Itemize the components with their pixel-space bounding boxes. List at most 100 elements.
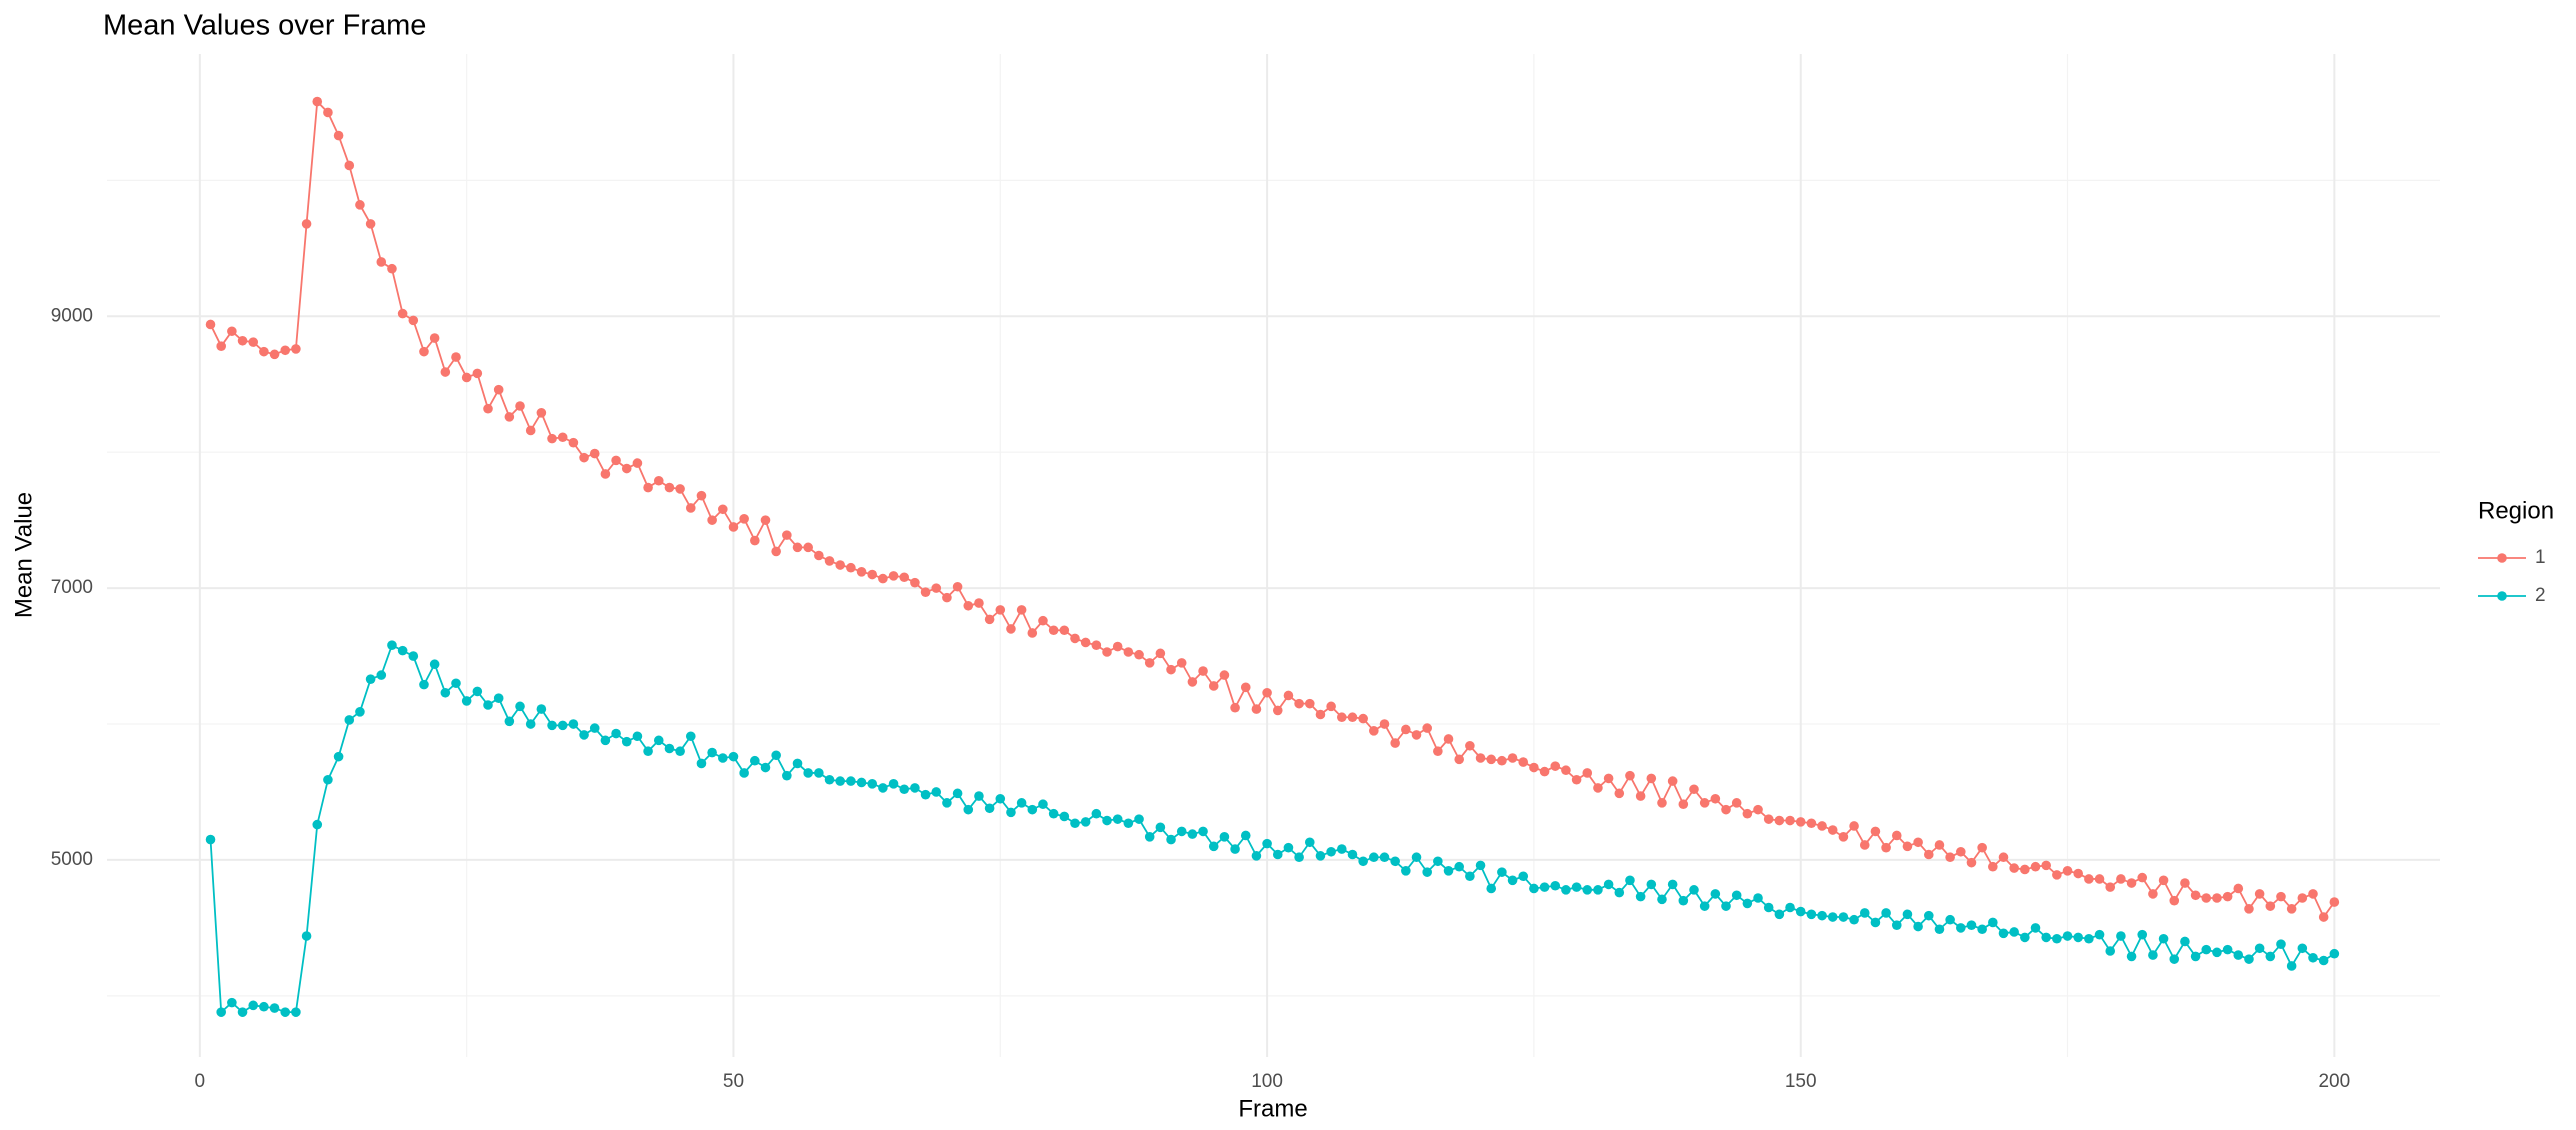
data-point	[301, 219, 312, 229]
data-point	[1721, 804, 1731, 815]
data-point	[1283, 690, 1294, 701]
data-point	[1667, 879, 1678, 890]
data-point	[1497, 867, 1507, 877]
data-point	[1593, 783, 1603, 793]
data-point	[1539, 766, 1550, 777]
data-point	[1198, 666, 1208, 676]
plot	[205, 96, 2340, 1017]
data-point	[1112, 814, 1123, 824]
data-point	[1806, 818, 1817, 829]
data-point	[621, 463, 632, 474]
data-point	[739, 514, 749, 524]
data-point	[1625, 875, 1635, 886]
data-point	[1304, 698, 1315, 709]
data-point	[1465, 740, 1475, 751]
data-point	[728, 751, 739, 762]
data-point	[1817, 821, 1827, 831]
data-point	[205, 834, 216, 845]
data-point	[2009, 863, 2019, 873]
data-point	[1134, 814, 1144, 824]
data-point	[1379, 852, 1390, 863]
data-point	[1422, 723, 1432, 733]
data-point	[1198, 826, 1208, 837]
data-point	[1891, 920, 1902, 930]
data-point	[835, 776, 845, 786]
data-point	[792, 542, 803, 553]
y-tick-label: 9000	[51, 305, 93, 326]
data-point	[1390, 856, 1400, 867]
data-point	[1070, 818, 1080, 829]
data-point	[1102, 815, 1112, 826]
data-point	[515, 401, 525, 411]
data-point	[312, 819, 323, 830]
data-point	[1475, 860, 1486, 871]
data-point	[483, 403, 493, 414]
data-point	[1635, 891, 1646, 902]
data-point	[1219, 832, 1230, 842]
data-point	[259, 346, 269, 357]
data-point	[2265, 951, 2276, 962]
data-point	[2094, 929, 2105, 940]
data-point	[1657, 798, 1667, 808]
data-point	[376, 670, 387, 680]
data-point	[1358, 856, 1368, 867]
data-point	[1251, 851, 1262, 861]
data-point	[611, 728, 621, 739]
legend-label: 1	[2535, 547, 2546, 568]
data-point	[739, 768, 749, 778]
data-point	[878, 573, 888, 584]
data-point	[2318, 912, 2329, 922]
data-point	[1870, 826, 1881, 837]
data-point	[803, 542, 813, 553]
data-point	[1785, 902, 1795, 913]
data-point	[1518, 757, 1529, 767]
data-point	[1176, 658, 1187, 668]
data-point	[2126, 951, 2137, 962]
data-point	[1603, 879, 1614, 890]
data-point	[408, 651, 419, 661]
data-point	[419, 679, 429, 690]
data-point	[429, 333, 440, 343]
data-point	[1272, 705, 1283, 716]
data-point	[952, 581, 963, 592]
data-point	[675, 746, 685, 757]
data-point	[291, 344, 301, 354]
data-point	[1849, 914, 1859, 925]
data-point	[1710, 889, 1721, 899]
data-point	[525, 719, 536, 729]
data-point	[1230, 702, 1240, 713]
data-point	[1582, 885, 1593, 895]
data-point	[696, 758, 707, 769]
data-point	[493, 384, 504, 395]
data-point	[728, 522, 739, 532]
data-point	[1529, 883, 1539, 894]
data-point	[376, 257, 387, 267]
data-point	[1144, 658, 1155, 668]
data-point	[1561, 885, 1571, 895]
data-point	[1347, 849, 1358, 860]
data-point	[2180, 878, 2190, 888]
data-point	[1294, 698, 1304, 709]
x-tick-label: 150	[1785, 1071, 1817, 1092]
data-point	[237, 1007, 248, 1017]
data-point	[920, 789, 931, 800]
data-point	[814, 550, 824, 561]
data-point	[2180, 936, 2190, 947]
data-point	[1208, 681, 1219, 691]
data-point	[1827, 825, 1838, 835]
data-point	[1902, 841, 1913, 852]
data-point	[365, 219, 376, 229]
legend-label: 2	[2535, 585, 2546, 606]
data-point	[1208, 841, 1219, 852]
data-point	[2084, 874, 2094, 884]
data-point	[515, 701, 525, 712]
data-point	[1155, 822, 1166, 833]
data-point	[920, 587, 931, 597]
data-point	[664, 743, 675, 754]
data-point	[1529, 762, 1539, 773]
data-point	[2073, 932, 2084, 943]
data-point	[1401, 866, 1411, 876]
data-point	[280, 1007, 291, 1017]
y-tick-label: 5000	[51, 849, 93, 870]
